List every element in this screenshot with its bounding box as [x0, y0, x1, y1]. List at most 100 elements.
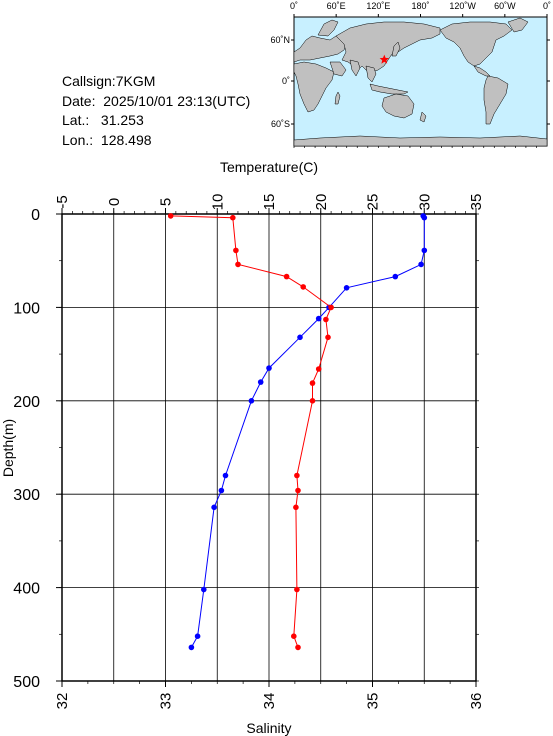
land-japan: [391, 41, 401, 57]
lat-label: Lat.:: [62, 112, 90, 128]
date-value: 2025/10/01 23:13(UTC): [103, 92, 251, 109]
salinity-point: [309, 398, 316, 404]
temperature-line: [190, 215, 425, 648]
map-lat-label: 60˚N: [270, 35, 290, 45]
y-tick-label: 0: [31, 207, 40, 224]
temperature-point: [297, 334, 303, 341]
grid-lines: [61, 213, 477, 682]
temperature-point: [421, 214, 428, 221]
salinity-point: [167, 213, 174, 219]
temperature-point: [257, 379, 264, 385]
top-tick-label: -5: [54, 195, 71, 208]
temperature-point: [266, 365, 272, 371]
top-tick-label: 30: [416, 194, 433, 211]
salinity-point: [328, 304, 334, 311]
bottom-tick-label: 34: [261, 693, 278, 710]
callsign-row: Callsign:7KGM: [62, 72, 250, 92]
map-lon-label: 60˚W: [494, 1, 516, 11]
salinity-point: [230, 214, 236, 221]
land-greenland: [507, 17, 529, 33]
map-lon-label: 120˚W: [449, 1, 476, 11]
land-south-america: [483, 75, 509, 125]
map-land: [293, 17, 548, 147]
temperature-point: [418, 261, 424, 268]
salinity-point: [283, 273, 290, 280]
land-indonesia: [369, 83, 409, 95]
callsign-label: Callsign:: [62, 73, 116, 89]
salinity-line: [170, 215, 332, 648]
land-central-america: [473, 65, 491, 77]
station-marker: [379, 54, 390, 64]
land-arabia: [329, 61, 347, 77]
salinity-point: [325, 334, 331, 341]
salinity-point: [294, 586, 300, 593]
lon-value: 128.498: [100, 131, 152, 148]
land-scandinavia: [317, 19, 339, 37]
land-indochina: [365, 65, 377, 83]
callsign-value: 7KGM: [115, 73, 156, 89]
map-labels: 0˚ 60˚E 120˚E 180˚ 120˚W 60˚W 0˚ 60˚N 0˚ 60˚S: [270, 1, 551, 129]
bottom-tick-label: 32: [54, 693, 71, 710]
temperature-point: [194, 633, 201, 639]
temperature-point: [188, 644, 195, 651]
top-tick-label: 15: [261, 194, 278, 211]
y-axis-title: Depth(m): [0, 419, 16, 477]
y-tick-label: 200: [13, 394, 40, 411]
map-lat-label: 0˚: [282, 76, 290, 86]
axes: -5 0 5 10 15 20 25 30 35 32 33 34 35 36 0 100 200 300 400 5…: [13, 194, 485, 710]
salinity-point: [295, 644, 301, 651]
map-lon-label: 0˚: [543, 1, 551, 11]
date-row: Date: 2025/10/01 23:13(UTC): [62, 92, 250, 112]
y-tick-label: 500: [13, 674, 40, 691]
salinity-point: [315, 366, 322, 372]
land-africa: [293, 61, 335, 113]
top-tick-label: 5: [158, 198, 175, 206]
land-newzealand: [419, 111, 427, 123]
temperature-point: [211, 504, 217, 511]
temperature-point: [343, 285, 350, 291]
temperature-point: [315, 315, 322, 322]
lon-label: Lon.:: [62, 131, 94, 148]
salinity-point: [295, 487, 301, 494]
land-north-america: [439, 21, 513, 67]
salinity-point: [233, 247, 239, 254]
top-tick-label: 35: [468, 194, 485, 211]
series-layer: [167, 213, 428, 651]
lat-value: 31.253: [100, 112, 144, 128]
salinity-point: [323, 316, 329, 323]
world-map: 0˚ 60˚E 120˚E 180˚ 120˚W 60˚W 0˚ 60˚N 0˚ 60˚S: [270, 1, 551, 148]
map-ticks: [291, 14, 550, 148]
temperature-point: [248, 398, 255, 404]
lon-row: Lon.: 128.498: [62, 131, 250, 151]
temperature-point: [218, 487, 225, 494]
top-tick-label: 0: [106, 198, 123, 206]
y-tick-label: 400: [13, 581, 40, 598]
land-australia: [381, 93, 415, 119]
salinity-point: [291, 633, 297, 639]
date-label: Date:: [62, 92, 96, 109]
bottom-axis-title: Salinity: [246, 720, 291, 736]
bottom-tick-label: 36: [468, 693, 485, 710]
top-axis-title: Temperature(C): [220, 159, 318, 175]
map-lon-label: 60˚E: [327, 1, 346, 11]
y-tick-label: 300: [13, 487, 40, 504]
bottom-tick-label: 35: [365, 693, 382, 710]
station-marker-star: [379, 54, 390, 64]
land-asia: [335, 21, 441, 73]
top-tick-label: 25: [365, 194, 382, 211]
salinity-point: [293, 504, 299, 511]
station-info: Callsign:7KGM Date: 2025/10/01 23:13(UTC…: [62, 72, 250, 150]
y-tick-label: 100: [13, 300, 40, 317]
map-lon-label: 180˚: [411, 1, 429, 11]
map-lon-label: 120˚E: [366, 1, 390, 11]
temperature-point: [392, 273, 399, 280]
temperature-point: [421, 247, 428, 254]
temperature-point: [222, 472, 229, 479]
temperature-point: [201, 586, 207, 593]
top-tick-label: 10: [209, 194, 226, 211]
land-madagascar: [334, 91, 341, 105]
top-tick-label: 20: [313, 194, 330, 211]
salinity-point: [235, 261, 241, 268]
salinity-point: [309, 380, 316, 386]
